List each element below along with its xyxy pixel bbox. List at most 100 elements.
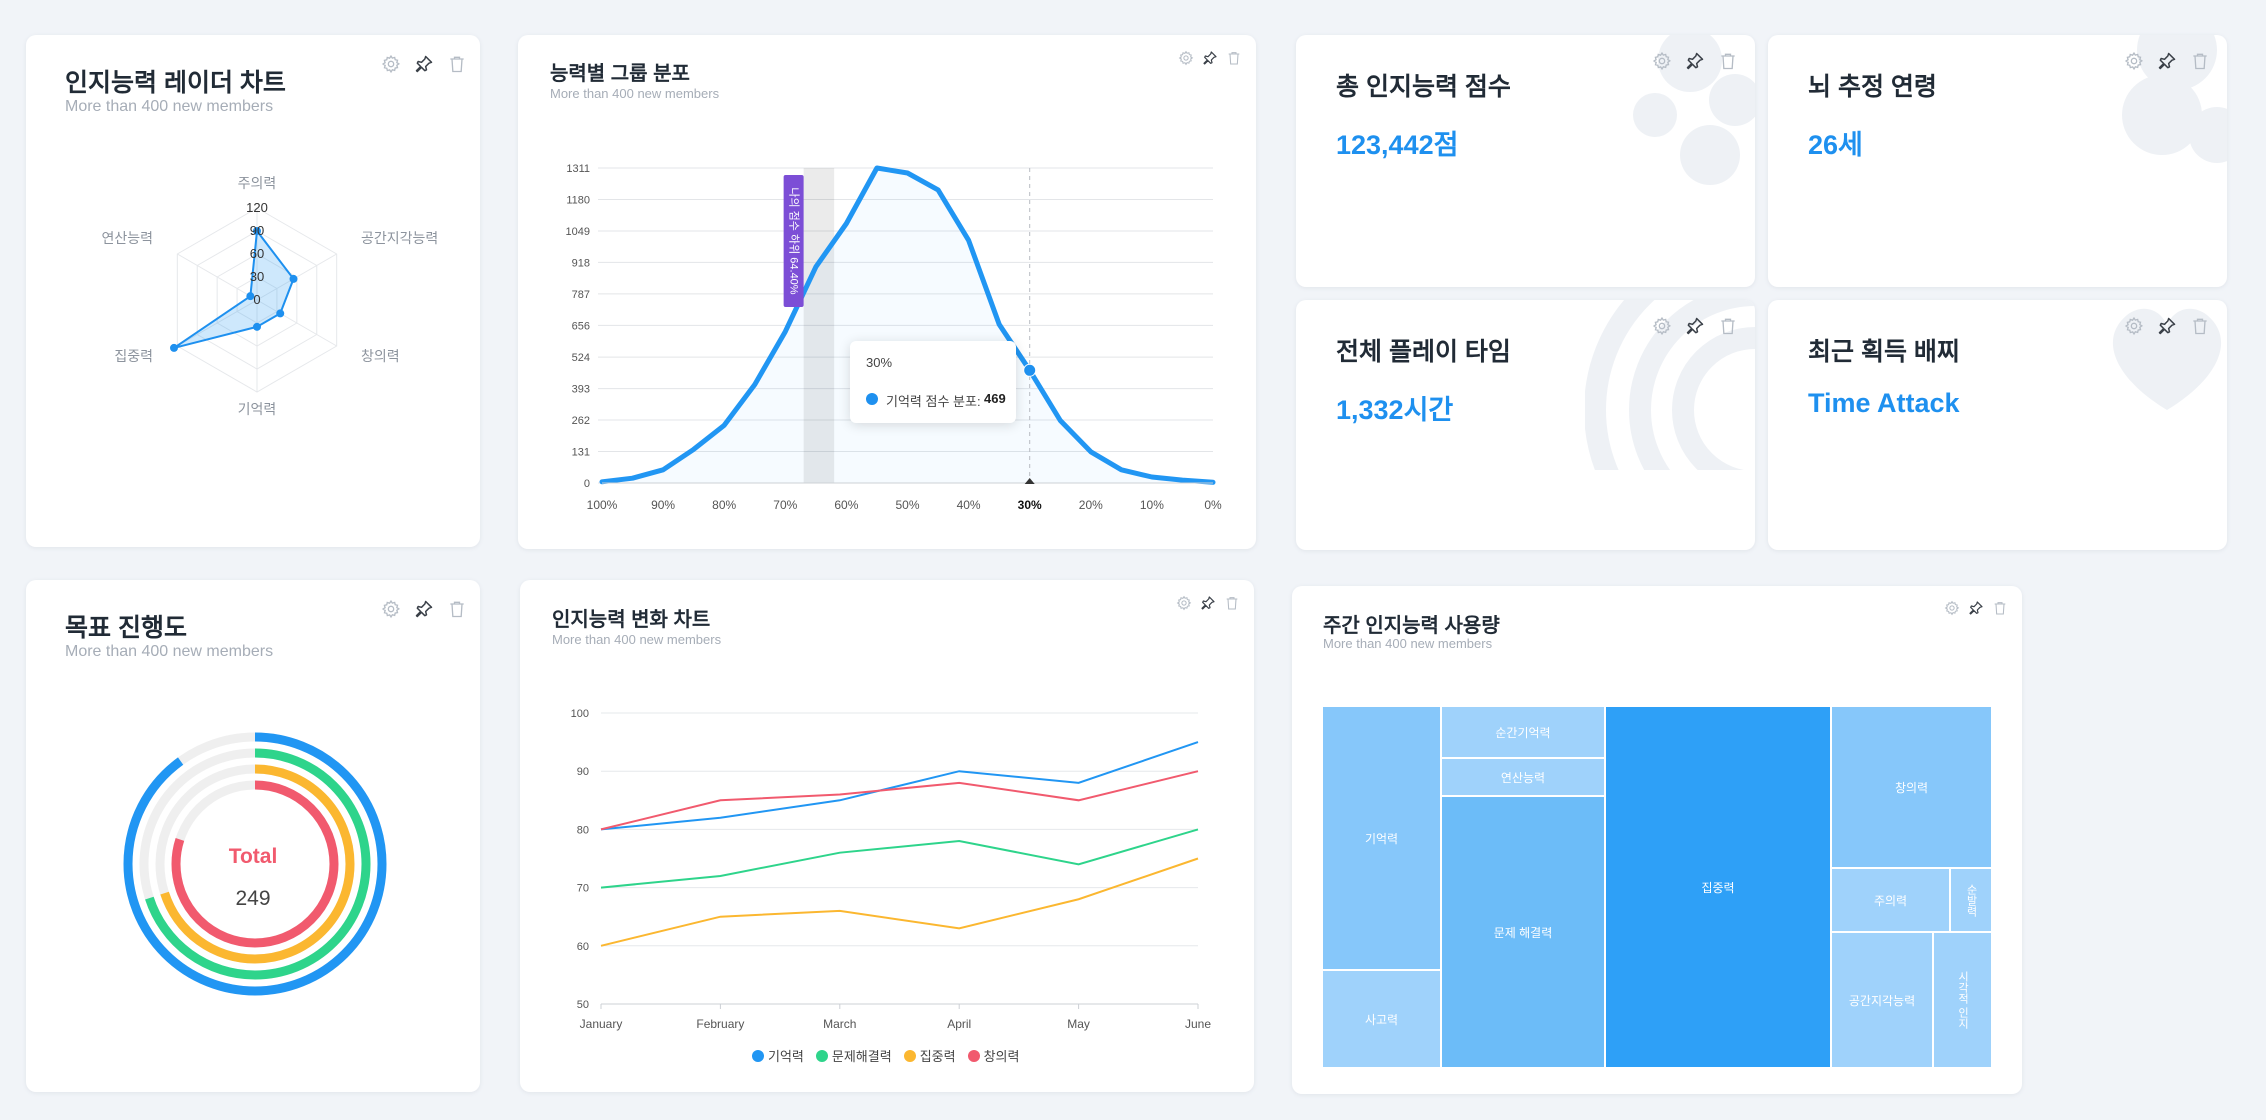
radar-series-area — [173, 228, 295, 349]
radar-spoke — [177, 253, 258, 301]
dist-band-label: 나의 점수 하위 64.40% — [788, 187, 802, 294]
treemap-cell[interactable]: 사고력 — [1323, 971, 1440, 1067]
trend-subtitle: More than 400 new members — [552, 632, 722, 647]
legend-label: 문제해결력 — [831, 1049, 892, 1064]
dist-highlight-caret — [1024, 478, 1035, 484]
gear-icon[interactable] — [1178, 50, 1194, 66]
pin-icon[interactable] — [1685, 51, 1705, 71]
gear-icon[interactable] — [1652, 316, 1672, 336]
legend-item[interactable]: 문제해결력 — [815, 1046, 892, 1065]
radar-tick-label: 90 — [250, 223, 264, 238]
pin-icon[interactable] — [414, 54, 434, 74]
gear-icon[interactable] — [1652, 51, 1672, 71]
trend-x-tick: February — [696, 1017, 744, 1031]
stat-card-brain-age: 뇌 추정 연령 26세 — [1768, 35, 2227, 287]
distribution-toolbar — [1178, 50, 1242, 66]
brain-decoration-icon — [2122, 35, 2227, 163]
treemap-cell[interactable]: 창의력 — [1832, 707, 1991, 867]
gear-icon[interactable] — [381, 54, 401, 74]
treemap-cell[interactable]: 문제 해결력 — [1442, 797, 1604, 1067]
stat-title: 전체 플레이 타임 — [1336, 338, 1511, 366]
trash-icon[interactable] — [1718, 51, 1738, 71]
legend-dot — [903, 1049, 916, 1062]
stat-toolbar — [2124, 51, 2210, 71]
legend-dot — [967, 1049, 980, 1062]
radar-spoke — [256, 299, 337, 347]
pin-icon[interactable] — [1202, 50, 1218, 66]
stat-toolbar — [1652, 51, 1738, 71]
trash-icon[interactable] — [447, 54, 467, 74]
trend-y-tick: 80 — [577, 824, 589, 836]
treemap-cell-label: 문제 해결력 — [1493, 925, 1553, 940]
trash-icon[interactable] — [2190, 51, 2210, 71]
trash-icon[interactable] — [447, 599, 467, 619]
trash-icon[interactable] — [2190, 316, 2210, 336]
treemap-cell[interactable]: 기억력 — [1323, 707, 1440, 969]
legend-dot — [815, 1049, 828, 1062]
goal-toolbar — [381, 599, 467, 619]
legend-item[interactable]: 기억력 — [752, 1046, 804, 1065]
trend-x-tick: June — [1185, 1017, 1211, 1031]
treemap-cell[interactable]: 주의력 — [1832, 869, 1949, 931]
pin-icon[interactable] — [1968, 600, 1984, 616]
trend-series-집중력 — [600, 857, 1199, 947]
tooltip-series-dot — [866, 393, 878, 405]
trend-legend: 기억력 문제해결력 집중력 창의력 — [752, 1046, 1019, 1065]
gear-icon[interactable] — [381, 599, 401, 619]
treemap-cell[interactable]: 순간기억력 — [1442, 707, 1604, 757]
stat-title: 뇌 추정 연령 — [1808, 73, 1937, 101]
radar-point — [170, 343, 179, 352]
gear-icon[interactable] — [1176, 595, 1192, 611]
stat-value: 26세 — [1808, 130, 1863, 160]
dist-y-tick: 787 — [572, 289, 590, 301]
treemap-cell[interactable]: 시각적 인지 — [1934, 933, 1991, 1067]
stat-card-total-score: 총 인지능력 점수 123,442점 — [1296, 35, 1755, 287]
trash-icon[interactable] — [1992, 600, 2008, 616]
trash-icon[interactable] — [1226, 50, 1242, 66]
legend-item[interactable]: 창의력 — [967, 1046, 1020, 1065]
dist-y-tick: 393 — [572, 384, 590, 396]
tooltip-header: 30% — [866, 355, 893, 370]
radar-point — [253, 227, 261, 235]
radar-subtitle: More than 400 new members — [65, 98, 274, 115]
treemap-cell[interactable]: 집중력 — [1606, 707, 1830, 1067]
treemap-cell-label: 순간기억력 — [1495, 725, 1551, 740]
treemap-card: 주간 인지능력 사용량 More than 400 new members 기억… — [1292, 586, 2022, 1094]
radar-point — [289, 274, 298, 283]
treemap-cell-label: 순발력 — [1965, 883, 1977, 917]
treemap-cell-label: 주의력 — [1873, 893, 1908, 908]
radar-title: 인지능력 레이더 차트 — [65, 69, 286, 97]
goal-ring-집중력 — [155, 764, 355, 964]
pin-icon[interactable] — [2157, 51, 2177, 71]
radar-axis-label: 공간지각능력 — [361, 230, 438, 246]
dist-x-tick: 0% — [1204, 498, 1222, 512]
legend-label: 창의력 — [983, 1049, 1020, 1064]
radar-axis-label: 창의력 — [361, 348, 400, 364]
gear-icon[interactable] — [2124, 51, 2144, 71]
gear-icon[interactable] — [1944, 600, 1960, 616]
trend-x-tick: May — [1067, 1017, 1090, 1031]
legend-label: 기억력 — [768, 1049, 804, 1064]
stat-title: 총 인지능력 점수 — [1336, 73, 1511, 101]
treemap-cell[interactable]: 순발력 — [1951, 869, 1991, 931]
trash-icon[interactable] — [1718, 316, 1738, 336]
goal-subtitle: More than 400 new members — [65, 643, 274, 660]
treemap-cell[interactable]: 공간지각능력 — [1832, 933, 1932, 1067]
pin-icon[interactable] — [2157, 316, 2177, 336]
treemap-cell-label: 공간지각능력 — [1848, 993, 1916, 1008]
stat-toolbar — [2124, 316, 2210, 336]
pin-icon[interactable] — [414, 599, 434, 619]
dist-y-tick: 1180 — [566, 194, 590, 206]
goal-ring-기억력 — [123, 732, 387, 996]
trash-icon[interactable] — [1224, 595, 1240, 611]
dist-y-tick: 656 — [572, 320, 590, 332]
dist-y-tick: 0 — [584, 478, 590, 490]
pin-icon[interactable] — [1685, 316, 1705, 336]
treemap-cell[interactable]: 연산능력 — [1442, 759, 1604, 795]
pin-icon[interactable] — [1200, 595, 1216, 611]
radar-point — [246, 292, 255, 301]
gear-icon[interactable] — [2124, 316, 2144, 336]
treemap-title: 주간 인지능력 사용량 — [1323, 615, 1500, 637]
legend-item[interactable]: 집중력 — [903, 1046, 956, 1065]
treemap-cell-label: 기억력 — [1364, 831, 1399, 846]
